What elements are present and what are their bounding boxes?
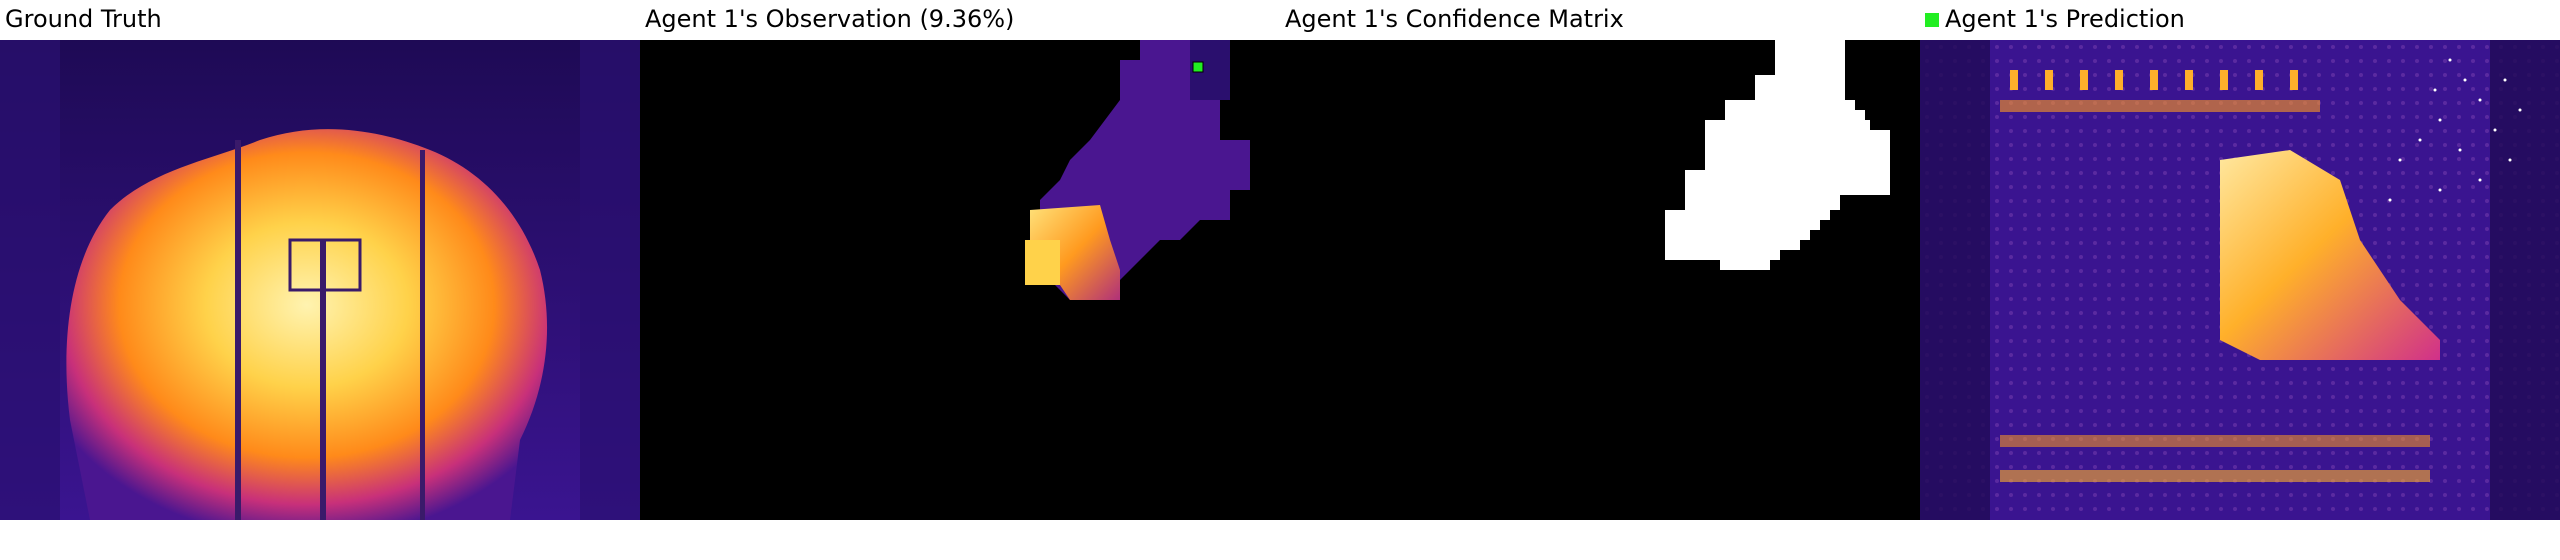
prediction-title-text: Agent 1's Prediction — [1945, 5, 2185, 33]
prediction-title: Agent 1's Prediction — [1925, 2, 2185, 36]
agent-legend-swatch — [1925, 13, 1939, 27]
confidence-title: Agent 1's Confidence Matrix — [1285, 5, 1624, 33]
observation-image — [640, 40, 1280, 520]
confidence-matrix-image — [1280, 40, 1920, 520]
prediction-image — [1920, 40, 2560, 520]
ground-truth-image — [0, 40, 640, 520]
ground-truth-title: Ground Truth — [5, 5, 162, 33]
agent-marker — [1192, 61, 1204, 73]
observation-title: Agent 1's Observation (9.36%) — [645, 5, 1015, 33]
